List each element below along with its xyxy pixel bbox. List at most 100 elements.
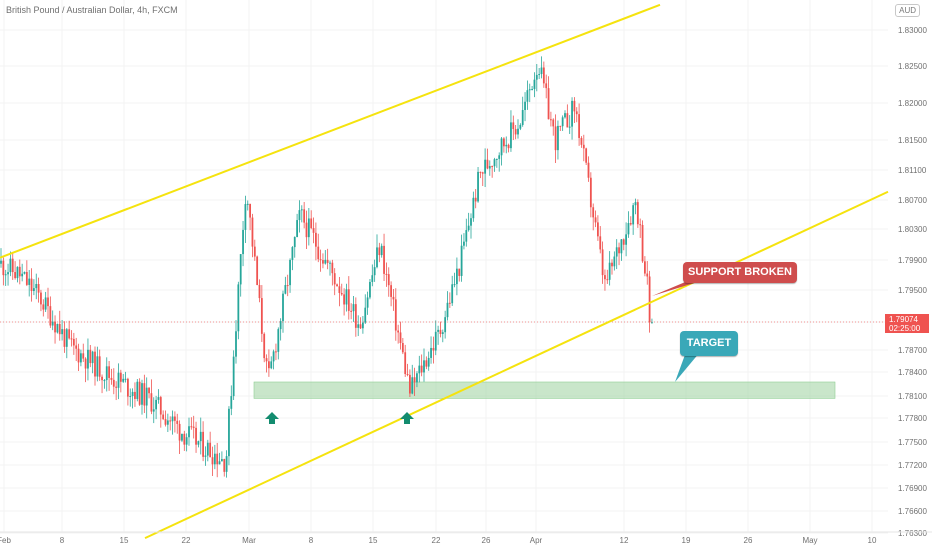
candle-body [307, 218, 310, 238]
candle-body [535, 74, 538, 80]
last-price-label: 1.79074 02:25:00 [885, 314, 929, 333]
candle-body [636, 202, 639, 225]
candle-body [136, 381, 139, 399]
candle-body [561, 117, 564, 127]
candle-body [460, 245, 463, 276]
candle-body [256, 256, 259, 285]
candle-body [150, 393, 153, 412]
candle-body [592, 207, 595, 218]
candle-body [61, 329, 63, 335]
candle-body [479, 171, 482, 173]
candle-body [404, 352, 407, 375]
candle-body [315, 232, 317, 247]
candle-body [159, 397, 162, 415]
candle-body [390, 285, 392, 297]
candle-body [510, 122, 512, 149]
target-pointer [675, 352, 700, 382]
candle-body [244, 204, 247, 230]
candle-body [145, 387, 148, 406]
candle-body [152, 409, 155, 412]
candle-body [96, 356, 99, 377]
candle-body [174, 416, 176, 421]
x-tick-label: 22 [182, 536, 191, 545]
candle-body [87, 349, 89, 369]
candle-body [392, 296, 395, 300]
candle-body [481, 172, 484, 174]
candle-body [597, 222, 599, 237]
candle-body [559, 125, 562, 127]
candle-body [456, 268, 458, 285]
candle-body [319, 259, 322, 261]
candle-body [239, 254, 242, 285]
candle-body [495, 158, 498, 160]
candle-body [629, 223, 632, 225]
y-tick-label: 1.77200 [898, 461, 927, 470]
candle-body [352, 304, 355, 312]
candle-body [300, 209, 303, 211]
candle-body [23, 271, 26, 274]
candle-body [148, 387, 150, 394]
candle-body [18, 266, 21, 277]
candle-body [277, 329, 280, 352]
candle-body [416, 373, 418, 383]
candle-body [448, 302, 451, 304]
candle-body [406, 374, 409, 376]
candle-body [246, 203, 249, 205]
candle-body [127, 378, 129, 397]
candle-body [98, 356, 101, 377]
candle-body [345, 289, 348, 305]
candle-body [430, 347, 432, 358]
candle-body [235, 331, 237, 357]
candle-body [531, 89, 533, 91]
candle-body [289, 259, 291, 286]
candle-body [557, 125, 559, 151]
candle-body [279, 321, 282, 330]
time-axis[interactable]: Feb 8 15 22 Mar 8 15 22 26 Apr 12 19 26 May 10 [0, 531, 932, 545]
candle-body [491, 166, 494, 168]
support-broken-text: SUPPORT BROKEN [688, 266, 792, 278]
symbol-title: British Pound / Australian Dollar, 4h, F… [6, 5, 178, 15]
candle-body [199, 431, 202, 442]
candle-body [550, 119, 552, 121]
candle-body [632, 205, 635, 225]
candle-body [362, 322, 364, 329]
candle-body [385, 273, 388, 275]
candle-body [394, 299, 397, 331]
candle-body [188, 426, 190, 438]
candle-body [11, 258, 14, 273]
candle-body [218, 461, 221, 465]
upper-channel-line [0, 3, 661, 259]
target-text: TARGET [686, 337, 732, 349]
y-tick-label: 1.81100 [898, 166, 927, 175]
candle-body [30, 278, 33, 292]
candle-body [4, 274, 7, 276]
candle-body [2, 260, 5, 276]
candle-body [166, 420, 169, 425]
price-axis[interactable]: 1.83000 1.82500 1.82000 1.81500 1.81100 1.807… [898, 26, 927, 538]
candle-body [613, 256, 616, 267]
candle-body [70, 338, 73, 340]
candle-body [211, 457, 214, 465]
y-tick-label: 1.78100 [898, 392, 927, 401]
candle-body [225, 456, 228, 472]
candle-body [641, 224, 644, 262]
last-price-value: 1.79074 [889, 315, 918, 324]
candle-body [68, 329, 71, 339]
candle-body [249, 203, 251, 218]
candle-body [493, 159, 496, 167]
candle-body [56, 323, 59, 333]
candle-body [110, 377, 113, 380]
candle-body [40, 292, 42, 305]
currency-button[interactable]: AUD [895, 4, 920, 17]
candle-body [54, 321, 56, 333]
candle-body [441, 332, 444, 334]
candle-body [202, 431, 204, 457]
candle-body [423, 360, 425, 373]
target-label: TARGET [680, 331, 738, 356]
candle-body [216, 453, 219, 465]
candle-body [376, 247, 378, 268]
candle-body [566, 113, 569, 128]
candle-body [333, 273, 336, 285]
candle-body [622, 239, 625, 245]
